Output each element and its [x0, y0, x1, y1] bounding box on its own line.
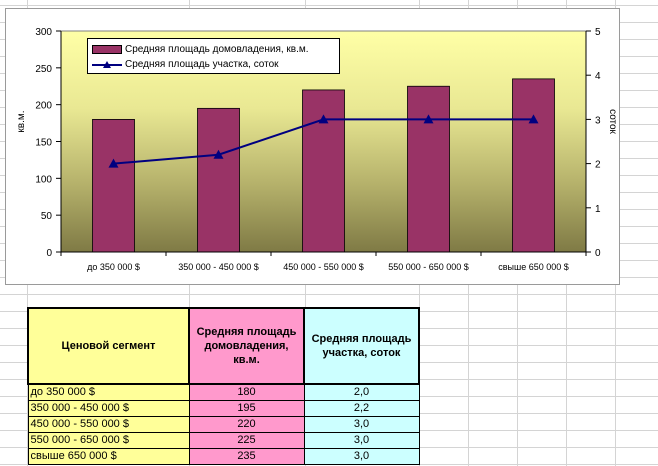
y-left-tick-label: 100 [35, 174, 52, 185]
y-left-tick-label: 250 [35, 64, 52, 75]
cell-segment[interactable]: 450 000 - 550 000 $ [27, 416, 190, 433]
cell-house-area[interactable]: 220 [188, 416, 305, 433]
y-left-tick-label: 300 [35, 27, 52, 38]
bar [92, 119, 135, 253]
bar [302, 89, 345, 253]
y-left-tick-label: 200 [35, 101, 52, 112]
bar [197, 107, 240, 253]
chart-legend: Средняя площадь домовладения, кв.м. Сред… [87, 38, 340, 74]
x-category-label: свыше 650 000 $ [498, 262, 569, 272]
cell-house-area[interactable]: 225 [188, 432, 305, 449]
y-right-tick-label: 4 [595, 71, 601, 82]
y-right-tick-label: 0 [595, 248, 601, 259]
x-category-label: 350 000 - 450 000 $ [178, 262, 259, 272]
line-point-marker [318, 114, 329, 124]
legend-label-bar: Средняя площадь домовладения, кв.м. [125, 43, 309, 55]
cell-house-area[interactable]: 195 [188, 400, 305, 417]
x-category-label: 450 000 - 550 000 $ [283, 262, 364, 272]
legend-bar-swatch [92, 44, 122, 54]
line-point-marker [528, 114, 539, 124]
table-header-row: Ценовой сегмент Средняя площадь домовлад… [27, 307, 420, 385]
y-left-tick-label: 150 [35, 138, 52, 149]
bar [407, 85, 450, 253]
y-right-tick-label: 2 [595, 160, 601, 171]
cell-house-area[interactable]: 235 [188, 448, 305, 465]
data-table: Ценовой сегмент Средняя площадь домовлад… [27, 307, 420, 465]
line-point-marker [213, 149, 224, 159]
header-plot-area[interactable]: Средняя площадь участка, соток [303, 307, 420, 385]
cell-house-area[interactable]: 180 [188, 383, 305, 401]
y-right-axis-title: соток [607, 109, 618, 134]
cell-plot-area[interactable]: 3,0 [303, 416, 420, 433]
header-segment[interactable]: Ценовой сегмент [27, 307, 190, 385]
cell-plot-area[interactable]: 3,0 [303, 432, 420, 449]
legend-item-bar: Средняя площадь домовладения, кв.м. [92, 42, 309, 56]
table-row: 350 000 - 450 000 $195 2,2 [27, 400, 420, 417]
y-left-axis-title: кв.м. [16, 110, 27, 132]
y-left-tick-label: 0 [46, 248, 52, 259]
x-category-label: 550 000 - 650 000 $ [388, 262, 469, 272]
cell-segment[interactable]: 350 000 - 450 000 $ [27, 400, 190, 417]
x-category-label: до 350 000 $ [87, 262, 140, 272]
table-row: свыше 650 000 $235 3,0 [27, 448, 420, 465]
line-point-marker [108, 158, 119, 168]
legend-item-line: Средняя площадь участка, соток [92, 57, 279, 71]
table-row: 450 000 - 550 000 $220 3,0 [27, 416, 420, 433]
cell-plot-area[interactable]: 2,2 [303, 400, 420, 417]
chart-area[interactable]: 0 50 100 150 200 250 300 0 1 2 3 4 5 кв.м. соток до 350… [5, 8, 620, 285]
y-right-tick-label: 5 [595, 27, 601, 38]
table-row: до 350 000 $180 2,0 [27, 383, 420, 401]
table-row: 550 000 - 650 000 $225 3,0 [27, 432, 420, 449]
header-house-area[interactable]: Средняя площадь домовладения, кв.м. [188, 307, 305, 385]
y-left-tick-label: 50 [41, 211, 53, 222]
legend-label-line: Средняя площадь участка, соток [125, 58, 279, 70]
legend-line-swatch [92, 60, 122, 69]
cell-plot-area[interactable]: 2,0 [303, 383, 420, 401]
cell-plot-area[interactable]: 3,0 [303, 448, 420, 465]
bar [512, 78, 555, 253]
cell-segment[interactable]: свыше 650 000 $ [27, 448, 190, 465]
line-point-marker [423, 114, 434, 124]
y-right-tick-label: 1 [595, 204, 601, 215]
y-right-tick-label: 3 [595, 115, 601, 126]
cell-segment[interactable]: 550 000 - 650 000 $ [27, 432, 190, 449]
cell-segment[interactable]: до 350 000 $ [27, 383, 190, 401]
